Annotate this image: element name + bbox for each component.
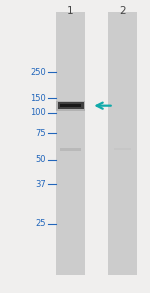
Text: 150: 150 xyxy=(30,94,46,103)
Bar xyxy=(58,102,84,109)
Bar xyxy=(56,12,85,275)
Text: 50: 50 xyxy=(36,155,46,164)
Bar xyxy=(56,100,85,111)
Text: 250: 250 xyxy=(30,68,46,77)
Bar xyxy=(60,148,81,151)
Text: 25: 25 xyxy=(36,219,46,228)
Text: 100: 100 xyxy=(30,108,46,117)
Bar xyxy=(108,12,137,275)
Text: 2: 2 xyxy=(119,6,126,16)
Bar xyxy=(114,148,131,150)
Text: 75: 75 xyxy=(35,129,46,138)
Text: 1: 1 xyxy=(67,6,74,16)
Bar xyxy=(60,104,81,107)
Text: 37: 37 xyxy=(35,180,46,189)
